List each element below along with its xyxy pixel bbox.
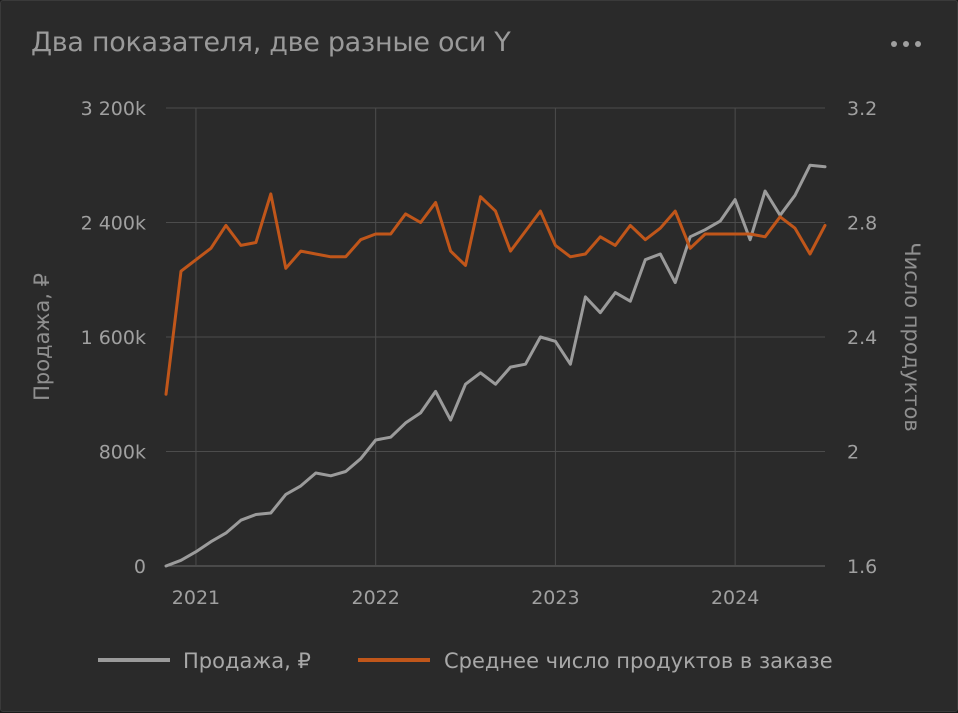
left-tick-label: 2 400k: [81, 213, 146, 235]
legend-label: Продажа, ₽: [183, 649, 311, 673]
more-horizontal-icon: [891, 41, 897, 47]
x-tick-label: 2021: [172, 587, 220, 609]
left-axis-ticks: 0 800k 1 600k 2 400k 3 200k: [81, 98, 146, 578]
right-tick-label: 2.4: [847, 327, 877, 349]
series-line: [164, 163, 827, 568]
right-tick-label: 1.6: [847, 556, 877, 578]
legend: Продажа, ₽ Среднее число продуктов в зака…: [98, 649, 833, 673]
x-tick-label: 2024: [711, 587, 759, 609]
left-tick-label: 800k: [99, 442, 146, 464]
series-lines: [164, 163, 827, 568]
legend-item[interactable]: Среднее число продуктов в заказе: [358, 649, 833, 673]
right-tick-label: 3.2: [847, 98, 877, 120]
right-axis-ticks: 1.6 2 2.4 2.8 3.2: [847, 98, 877, 578]
left-tick-label: 3 200k: [81, 98, 146, 120]
chart-title: Два показателя, две разные оси Y: [31, 27, 511, 58]
more-options-button[interactable]: [891, 31, 921, 57]
left-tick-label: 1 600k: [81, 327, 146, 349]
x-tick-label: 2022: [352, 587, 400, 609]
right-axis-title: Число продуктов: [900, 242, 924, 432]
legend-item[interactable]: Продажа, ₽: [98, 649, 311, 673]
legend-label: Среднее число продуктов в заказе: [444, 649, 833, 673]
more-horizontal-icon: [903, 41, 909, 47]
x-tick-label: 2023: [531, 587, 579, 609]
left-tick-label: 0: [134, 556, 146, 578]
right-tick-label: 2.8: [847, 213, 877, 235]
more-horizontal-icon: [915, 41, 921, 47]
grid-lines: [166, 107, 825, 567]
x-axis-ticks: 2021 2022 2023 2024: [172, 587, 760, 609]
right-tick-label: 2: [847, 442, 859, 464]
left-axis-title: Продажа, ₽: [30, 273, 54, 401]
series-line: [164, 192, 827, 396]
